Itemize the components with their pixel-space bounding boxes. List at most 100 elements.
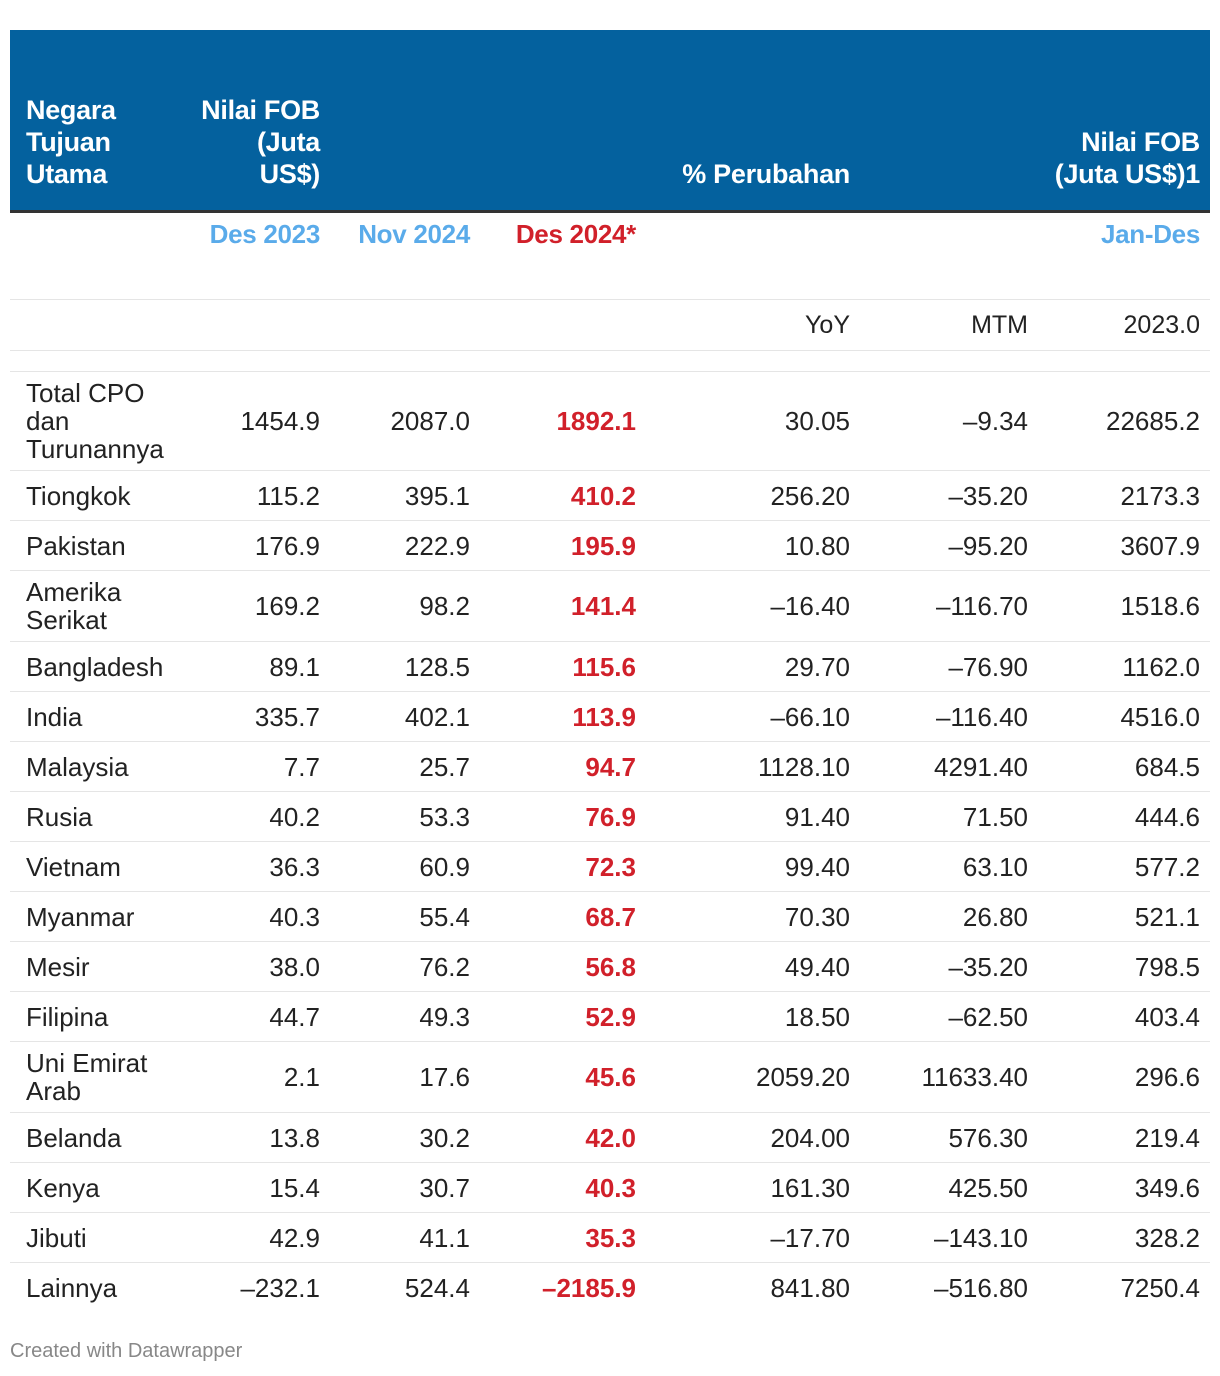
value-cell-highlight: –2185.9 <box>542 1272 636 1303</box>
value-cell: 1454.9 <box>180 371 330 471</box>
value-cell-highlight: 42.0 <box>480 1112 646 1163</box>
value-cell: 91.40 <box>646 791 860 842</box>
value-cell: 7.7 <box>180 741 330 792</box>
country-cell: Vietnam <box>10 841 180 892</box>
value-cell: 99.40 <box>646 841 860 892</box>
table-row: India 335.7 402.1 113.9 –66.10 –116.40 4516.0 <box>10 691 1210 742</box>
value-cell: 176.9 <box>180 520 330 571</box>
value-cell: 521.1 <box>1038 891 1210 942</box>
period-nov-2024: Nov 2024 <box>330 211 480 300</box>
value-cell-highlight: 94.7 <box>480 741 646 792</box>
table-row: Uni Emirat Arab 2.1 17.6 45.6 2059.20 11633.4… <box>10 1041 1210 1113</box>
value-cell: 60.9 <box>330 841 480 892</box>
period-empty <box>10 211 180 300</box>
country-cell: Kenya <box>10 1162 180 1213</box>
value-cell: 11633.40 <box>860 1041 1038 1113</box>
value-cell: 7250.4 <box>1120 1272 1200 1303</box>
value-cell: 1518.6 <box>1038 570 1210 642</box>
country-cell: Tiongkok <box>10 470 180 521</box>
table-row: Vietnam 36.3 60.9 72.3 99.40 63.10 577.2 <box>10 841 1210 892</box>
value-cell: –16.40 <box>646 570 860 642</box>
datawrapper-credit: Created with Datawrapper <box>10 1340 243 1362</box>
value-cell: 44.7 <box>180 991 330 1042</box>
value-cell: 55.4 <box>330 891 480 942</box>
period-empty <box>646 211 860 300</box>
value-cell: –35.20 <box>860 941 1038 992</box>
value-cell: 40.3 <box>180 891 330 942</box>
country-cell: Malaysia <box>10 741 180 792</box>
value-cell: 444.6 <box>1038 791 1210 842</box>
value-cell: 222.9 <box>330 520 480 571</box>
value-cell-highlight: 195.9 <box>480 520 646 571</box>
value-cell-highlight: 115.6 <box>480 641 646 692</box>
table-row: Myanmar 40.3 55.4 68.7 70.30 26.80 521.1 <box>10 891 1210 942</box>
value-cell-highlight: 76.9 <box>480 791 646 842</box>
country-cell: Lainnya <box>26 1272 118 1303</box>
value-cell: 71.50 <box>860 791 1038 842</box>
table-row: Pakistan 176.9 222.9 195.9 10.80 –95.20 3607.9 <box>10 520 1210 571</box>
value-cell: 425.50 <box>860 1162 1038 1213</box>
country-cell: Amerika Serikat <box>10 570 180 642</box>
table-row: Rusia 40.2 53.3 76.9 91.40 71.50 444.6 <box>10 791 1210 842</box>
value-cell: 128.5 <box>330 641 480 692</box>
value-cell: 219.4 <box>1038 1112 1210 1163</box>
header-empty-3 <box>860 30 1038 213</box>
spacer-cell <box>10 350 1210 372</box>
country-cell: Total CPO dan Turunannya <box>10 371 180 471</box>
table-row: Kenya 15.4 30.7 40.3 161.30 425.50 349.6 <box>10 1162 1210 1213</box>
table-row: Jibuti 42.9 41.1 35.3 –17.70 –143.10 328.2 <box>10 1212 1210 1263</box>
value-cell: 395.1 <box>330 470 480 521</box>
value-cell: –95.20 <box>860 520 1038 571</box>
table-row: Tiongkok 115.2 395.1 410.2 256.20 –35.20 2173.… <box>10 470 1210 521</box>
value-cell: 10.80 <box>646 520 860 571</box>
spacer-row <box>10 350 1210 372</box>
value-cell: 256.20 <box>646 470 860 521</box>
country-cell: Belanda <box>10 1112 180 1163</box>
value-cell: 1128.10 <box>646 741 860 792</box>
country-cell: Bangladesh <box>10 641 180 692</box>
value-cell: –9.34 <box>860 371 1038 471</box>
table-row: Total CPO dan Turunannya 1454.9 2087.0 1892… <box>10 371 1210 471</box>
value-cell: 49.3 <box>330 991 480 1042</box>
period-empty <box>860 211 1038 300</box>
value-cell: 403.4 <box>1038 991 1210 1042</box>
value-cell: 98.2 <box>330 570 480 642</box>
country-cell: Filipina <box>10 991 180 1042</box>
value-cell: 3607.9 <box>1038 520 1210 571</box>
country-cell: Mesir <box>10 941 180 992</box>
header-fob-annual: Nilai FOB (Juta US$)1 <box>1038 30 1210 213</box>
change-empty <box>180 299 330 351</box>
table-row: Belanda 13.8 30.2 42.0 204.00 576.30 219.4 <box>10 1112 1210 1163</box>
value-cell: 40.2 <box>180 791 330 842</box>
change-empty <box>480 299 646 351</box>
value-cell: –232.1 <box>240 1272 320 1303</box>
country-cell: Myanmar <box>10 891 180 942</box>
value-cell: 169.2 <box>180 570 330 642</box>
value-cell: –116.40 <box>860 691 1038 742</box>
value-cell: 22685.2 <box>1038 371 1210 471</box>
value-cell: 42.9 <box>180 1212 330 1263</box>
value-cell: –116.70 <box>860 570 1038 642</box>
header-empty-1 <box>330 30 480 213</box>
value-cell-highlight: 56.8 <box>480 941 646 992</box>
value-cell: –66.10 <box>646 691 860 742</box>
period-jan-des: Jan-Des <box>1038 211 1210 300</box>
value-cell: 2087.0 <box>330 371 480 471</box>
header-row: Negara Tujuan Utama Nilai FOB (Juta US$)… <box>10 30 1210 213</box>
value-cell: 30.05 <box>646 371 860 471</box>
value-cell-highlight: 141.4 <box>480 570 646 642</box>
table-row: Lainnya –232.1 524.4 –2185.9 841.80 –516.80 72… <box>10 1263 1210 1313</box>
value-cell: 2059.20 <box>646 1041 860 1113</box>
country-cell: Uni Emirat Arab <box>10 1041 180 1113</box>
table-row: Mesir 38.0 76.2 56.8 49.40 –35.20 798.5 <box>10 941 1210 992</box>
change-empty <box>10 299 180 351</box>
change-label-row: YoY MTM 2023.0 <box>10 299 1210 351</box>
change-mtm-label: MTM <box>860 299 1038 351</box>
value-cell-highlight: 45.6 <box>480 1041 646 1113</box>
value-cell: –17.70 <box>646 1212 860 1263</box>
value-cell: 89.1 <box>180 641 330 692</box>
country-cell: Pakistan <box>10 520 180 571</box>
value-cell: 2.1 <box>180 1041 330 1113</box>
value-cell: 577.2 <box>1038 841 1210 892</box>
value-cell: 49.40 <box>646 941 860 992</box>
